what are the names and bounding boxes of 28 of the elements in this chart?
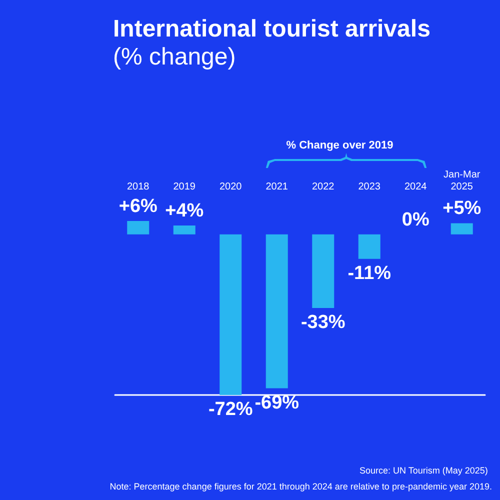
x-tick-label: Jan-Mar 2025 (444, 170, 481, 192)
x-tick-label: 2022 (312, 182, 335, 192)
x-tick-label: 2019 (173, 182, 196, 192)
text: Note: Percentage change figures for 2021 through 2024 are relative to pre-pandemic year 2019. (110, 482, 492, 492)
data-label: -33% (300, 312, 346, 333)
bar (450, 223, 473, 234)
source-note: Source: UN Tourism (May 2025) (359, 466, 488, 476)
bar (358, 234, 380, 259)
data-label: +6% (118, 196, 158, 217)
bar (173, 225, 196, 234)
data-label: +4% (165, 200, 204, 222)
data-label: -69% (254, 392, 300, 414)
chart-title: International tourist arrivals (113, 16, 430, 42)
bar (266, 234, 288, 388)
x-tick-label: 2021 (266, 182, 288, 192)
bar (220, 234, 242, 395)
x-tick-label: 2024 (404, 182, 428, 192)
bar (127, 221, 150, 234)
chart-subtitle: (% change) (113, 44, 236, 70)
data-label: -72% (208, 399, 253, 420)
x-tick-label: 2018 (127, 182, 150, 192)
x-tick-label: 2023 (358, 182, 381, 192)
data-label: +5% (442, 198, 482, 220)
bar (312, 234, 334, 308)
data-label: 0% (402, 209, 430, 230)
data-label: -11% (348, 262, 392, 284)
text: % Change over 2019 (286, 140, 394, 152)
x-tick-label: 2020 (220, 182, 242, 192)
